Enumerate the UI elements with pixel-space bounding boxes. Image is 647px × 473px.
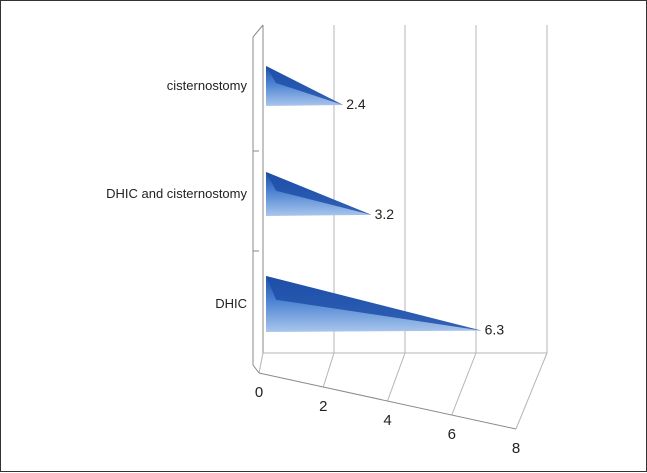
bars [266, 66, 482, 332]
data-label: 3.2 [375, 206, 395, 222]
x-tick-label: 0 [255, 384, 263, 401]
bar-shade [266, 172, 372, 215]
floor-gridline [515, 352, 548, 430]
labels: 0 2 4 6 8 2.4 cisternostomy 3.2 DHIC and cistern… [106, 78, 520, 457]
left-wall [252, 24, 264, 374]
data-label: 2.4 [346, 96, 366, 112]
x-tick-label: 8 [512, 440, 520, 457]
category-label: cisternostomy [167, 78, 248, 93]
category-label: DHIC [215, 296, 247, 311]
bar-shade [266, 276, 482, 331]
x-tick-label: 4 [383, 412, 391, 429]
axes [252, 24, 547, 430]
floor-gridline [322, 352, 335, 388]
floor-gridline [258, 352, 264, 374]
floor-gridline [451, 352, 477, 416]
x-tick-label: 2 [319, 398, 327, 415]
bar-shade [266, 66, 344, 105]
floor-gridline [387, 352, 406, 402]
x-axis-line [258, 372, 517, 430]
x-tick-label: 6 [448, 426, 456, 443]
category-label: DHIC and cisternostomy [106, 186, 247, 201]
data-label: 6.3 [485, 322, 505, 338]
